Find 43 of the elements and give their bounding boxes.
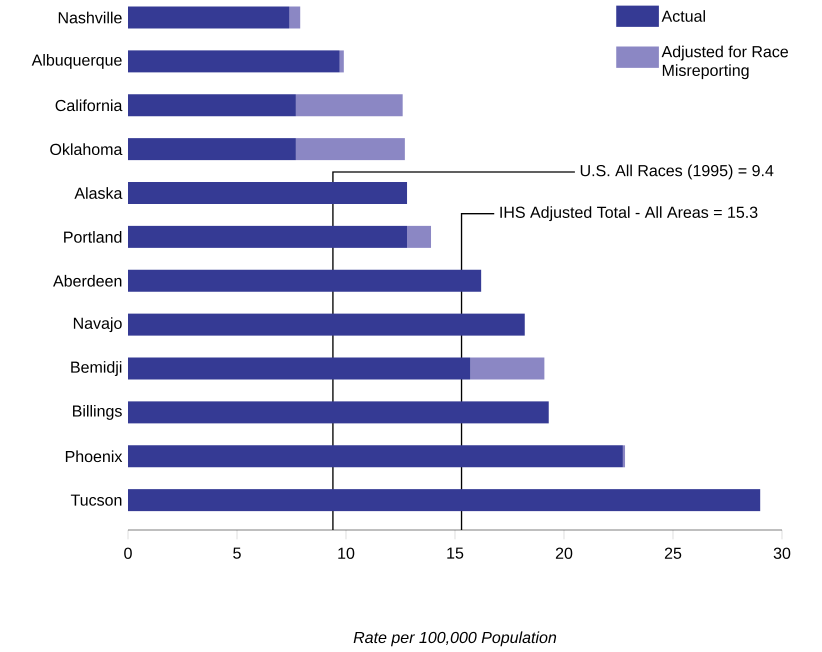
bar [128,6,290,29]
bar [128,402,549,424]
x-tick-label: 5 [233,548,241,559]
bar [128,182,408,204]
x-tick-label: 10 [338,548,354,560]
x-tick-label: 20 [556,548,572,560]
bar [296,94,403,116]
y-tick-label: Tucson [70,494,122,506]
x-tick-label: 30 [774,548,790,560]
bar [339,50,344,73]
x-tick-label: 15 [447,548,464,559]
legend-label: Actual [662,10,705,22]
y-tick-label: Alaska [74,187,122,200]
bar [128,138,296,160]
y-tick-label: Portland [64,231,122,243]
y-tick-label: Billings [73,405,122,420]
y-tick-label: Nashville [58,12,122,24]
bar [128,314,525,336]
bar [128,270,482,292]
y-tick-label: Phoenix [66,450,122,462]
y-tick-label: Bemidji [71,361,122,376]
ref-line-label: U.S. All Races (1995) = 9.4 [580,164,774,180]
bar [407,226,432,248]
y-tick-label: Navajo [74,317,122,332]
bar [622,445,626,468]
legend-label: Adjusted for Race Misreporting [662,46,788,80]
bar [128,358,470,380]
ref-line-label: IHS Adjusted Total - All Areas = 15.3 [500,206,758,222]
bar [470,358,544,380]
y-tick-label: Aberdeen [53,275,122,287]
bar [128,489,760,512]
bar [128,94,296,116]
x-axis-title: Rate per 100,000 Population [354,632,556,646]
bar [289,6,300,29]
bar [128,226,408,248]
y-tick-label: California [56,100,122,112]
y-tick-label: Albuquerque [32,54,122,70]
bar [128,445,623,468]
bar [296,138,405,160]
bar [128,50,340,73]
y-tick-label: Oklahoma [50,144,122,156]
x-tick-label: 0 [124,548,132,560]
x-tick-label: 25 [664,548,682,560]
